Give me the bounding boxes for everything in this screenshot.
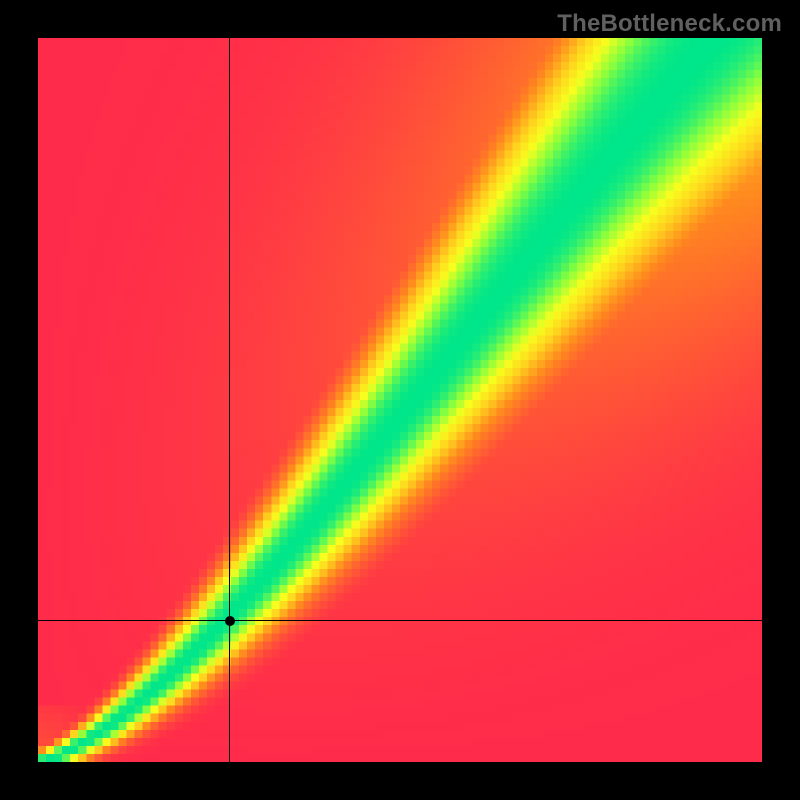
bottleneck-heatmap-canvas <box>38 38 762 762</box>
chart-container: TheBottleneck.com <box>0 0 800 800</box>
crosshair-horizontal <box>38 620 762 621</box>
marker-dot <box>225 616 235 626</box>
crosshair-vertical <box>229 38 230 762</box>
watermark-text: TheBottleneck.com <box>557 10 782 38</box>
